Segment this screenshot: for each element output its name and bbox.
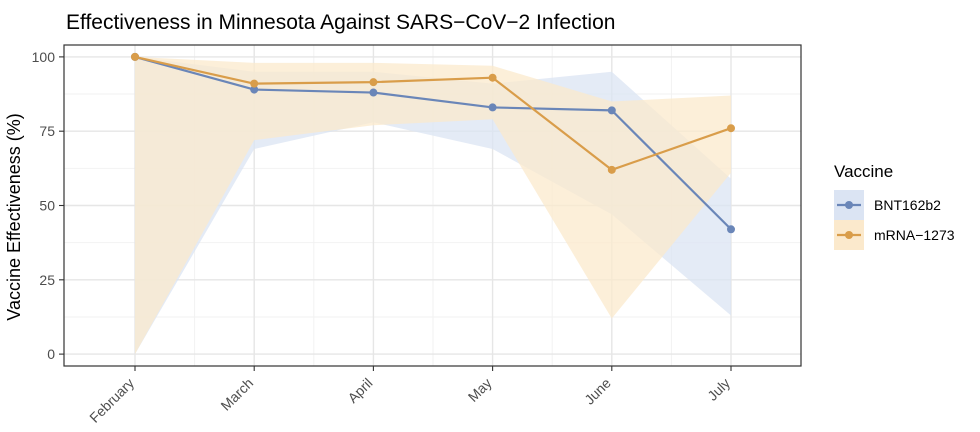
x-tick-label: April <box>344 375 375 406</box>
data-point-series-1 <box>727 124 735 133</box>
legend-key-point-1 <box>845 231 853 239</box>
series-line-0 <box>134 55 732 231</box>
legend-key-point-0 <box>845 201 853 209</box>
x-tick-label: July <box>704 375 733 404</box>
data-point-series-0 <box>369 88 378 97</box>
y-axis: 0 25 50 75 100 <box>32 49 64 362</box>
y-tick-label: 75 <box>39 123 55 139</box>
x-tick-label: June <box>581 375 614 408</box>
data-point-series-1 <box>369 78 378 87</box>
data-point-series-0 <box>727 225 735 234</box>
x-tick-label: May <box>465 375 495 405</box>
series-line-1 <box>134 55 732 171</box>
data-point-series-0 <box>607 106 616 115</box>
x-tick-label: March <box>217 375 256 414</box>
y-tick-label: 25 <box>39 272 55 288</box>
x-tick-label: February <box>86 375 137 426</box>
data-point-series-1 <box>607 165 616 174</box>
data-points <box>131 52 735 234</box>
data-point-series-1 <box>131 52 139 61</box>
y-tick-label: 50 <box>39 198 55 214</box>
legend-title: Vaccine <box>834 162 893 181</box>
confidence-band-series-1 <box>135 56 731 355</box>
legend-label: BNT162b2 <box>874 197 941 213</box>
y-axis-title: Vaccine Effectiveness (%) <box>4 113 24 320</box>
data-point-series-0 <box>488 103 497 112</box>
y-tick-label: 0 <box>47 346 55 362</box>
confidence-bands <box>135 56 731 355</box>
chart-title: Effectiveness in Minnesota Against SARS−… <box>66 11 615 34</box>
y-tick-label: 100 <box>32 49 56 65</box>
data-point-series-0 <box>250 85 259 94</box>
legend-label: mRNA−1273 <box>874 227 955 243</box>
legend: Vaccine BNT162b2 mRNA−1273 <box>834 162 955 250</box>
series-lines <box>134 55 732 231</box>
data-point-series-1 <box>250 79 259 88</box>
data-point-series-1 <box>488 73 497 82</box>
x-axis: February March April May June July <box>86 366 733 426</box>
